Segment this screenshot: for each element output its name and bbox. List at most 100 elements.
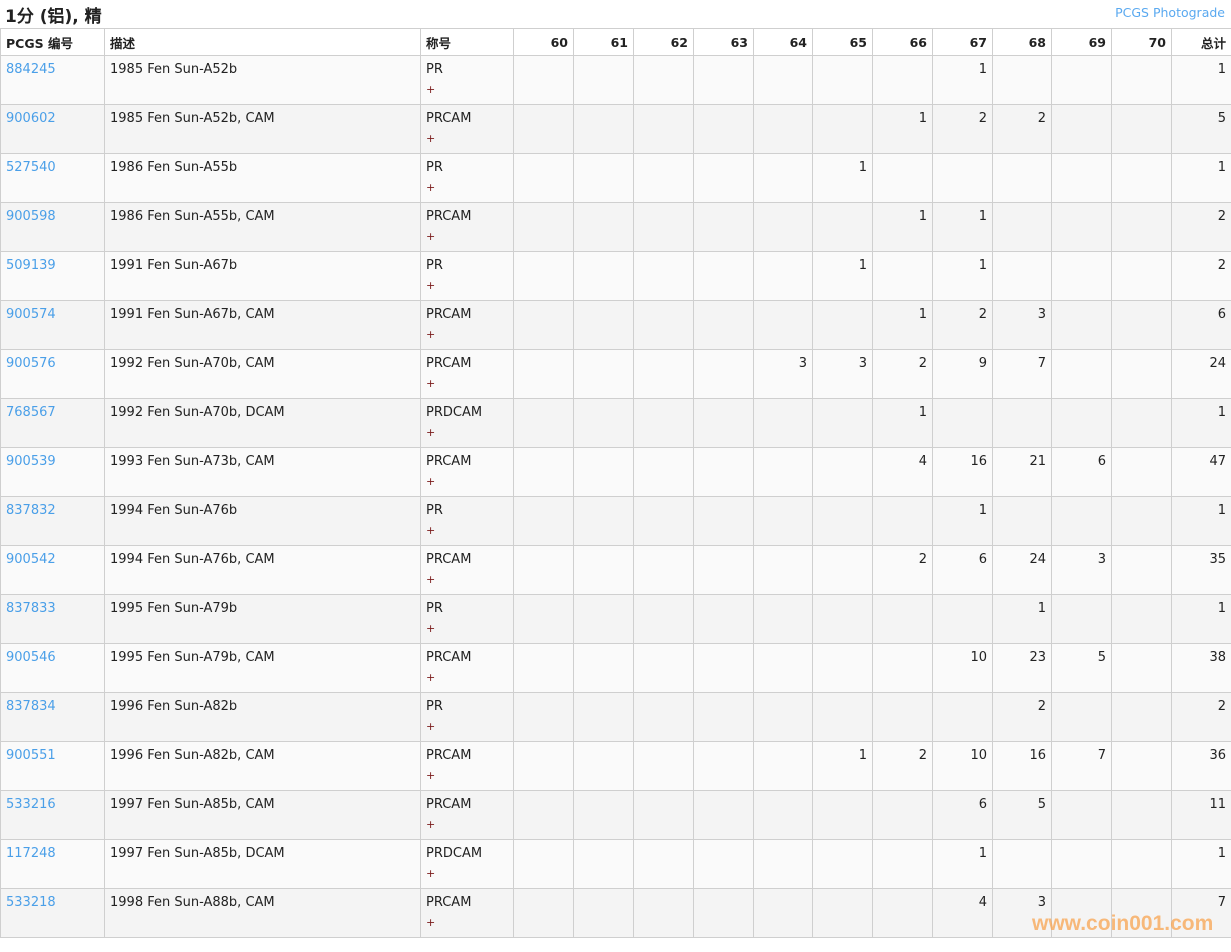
grade-64-count [753,104,813,154]
grade-65-count [812,300,873,350]
plus-grade-toggle[interactable]: + [426,132,436,145]
pcgs-number-link[interactable]: 527540 [6,160,56,175]
grade-70-count [1111,839,1172,889]
pcgs-number-link[interactable]: 900574 [6,307,56,322]
table-row: 837834 1996 Fen Sun-A82b PR +2 2 [0,692,1231,742]
plus-grade-toggle[interactable]: + [426,83,436,96]
total-count: 2 [1171,251,1231,301]
grade-63-count [693,300,754,350]
header-description: 描述 [104,28,421,56]
total-count: 11 [1171,790,1231,840]
grade-66-count [872,496,933,546]
plus-grade-toggle[interactable]: + [426,328,436,341]
designation-cell: PRCAM + [420,300,514,350]
plus-grade-toggle[interactable]: + [426,230,436,243]
grade-60-count [513,790,574,840]
plus-grade-toggle[interactable]: + [426,720,436,733]
plus-grade-toggle[interactable]: + [426,377,436,390]
plus-grade-toggle[interactable]: + [426,671,436,684]
pcgs-number-cell: 837834 [0,692,105,742]
pcgs-photograde-link[interactable]: PCGS Photograde [1115,5,1225,20]
designation: PRCAM [426,895,472,910]
total-count: 7 [1171,888,1231,938]
designation: PRDCAM [426,405,483,420]
pcgs-number-link[interactable]: 837833 [6,601,56,616]
grade-68-count [992,496,1052,546]
table-row: 900598 1986 Fen Sun-A55b, CAM PRCAM +1 1 2 [0,202,1231,252]
description-cell: 1995 Fen Sun-A79b [104,594,421,644]
grade-63-count [693,55,754,105]
designation: PRCAM [426,748,472,763]
plus-grade-toggle[interactable]: + [426,475,436,488]
grade-63-count [693,692,754,742]
description-cell: 1991 Fen Sun-A67b, CAM [104,300,421,350]
grade-69-count: 7 [1051,741,1112,791]
plus-grade-toggle[interactable]: + [426,916,436,929]
pcgs-number-link[interactable]: 900551 [6,748,56,763]
total-count: 47 [1171,447,1231,497]
total-count: 2 [1171,692,1231,742]
grade-69-count [1051,104,1112,154]
grade-65-count [812,447,873,497]
description-cell: 1996 Fen Sun-A82b, CAM [104,741,421,791]
designation: PR [426,258,443,273]
table-row: 900576 1992 Fen Sun-A70b, CAM PRCAM +3 3 2 9 7 2… [0,349,1231,399]
grade-68-count: 16 [992,741,1052,791]
grade-67-count: 1 [932,202,993,252]
pcgs-number-link[interactable]: 117248 [6,846,56,861]
grade-68-count: 2 [992,692,1052,742]
grade-60-count [513,55,574,105]
pcgs-number-cell: 509139 [0,251,105,301]
header-pcgs-number: PCGS 编号 [0,28,105,56]
total-count: 5 [1171,104,1231,154]
pcgs-number-link[interactable]: 533218 [6,895,56,910]
pcgs-number-cell: 900574 [0,300,105,350]
pcgs-number-link[interactable]: 837832 [6,503,56,518]
plus-grade-toggle[interactable]: + [426,426,436,439]
grade-62-count [633,839,694,889]
grade-63-count [693,790,754,840]
plus-grade-toggle[interactable]: + [426,573,436,586]
grade-69-count [1051,300,1112,350]
pcgs-number-link[interactable]: 900576 [6,356,56,371]
grade-67-count [932,398,993,448]
grade-63-count [693,251,754,301]
pcgs-number-cell: 900539 [0,447,105,497]
pcgs-number-link[interactable]: 533216 [6,797,56,812]
pcgs-number-link[interactable]: 884245 [6,62,56,77]
grade-61-count [573,790,634,840]
designation-cell: PR + [420,55,514,105]
plus-grade-toggle[interactable]: + [426,524,436,537]
pcgs-number-link[interactable]: 900602 [6,111,56,126]
pcgs-number-link[interactable]: 768567 [6,405,56,420]
grade-63-count [693,496,754,546]
description-cell: 1992 Fen Sun-A70b, DCAM [104,398,421,448]
pcgs-number-link[interactable]: 900598 [6,209,56,224]
pcgs-number-link[interactable]: 837834 [6,699,56,714]
grade-62-count [633,398,694,448]
description-cell: 1994 Fen Sun-A76b [104,496,421,546]
plus-grade-toggle[interactable]: + [426,769,436,782]
grade-65-count [812,888,873,938]
pcgs-number-cell: 837833 [0,594,105,644]
grade-60-count [513,888,574,938]
pcgs-number-link[interactable]: 900542 [6,552,56,567]
page-title: 1分 (铝), 精 [5,7,102,27]
plus-grade-toggle[interactable]: + [426,867,436,880]
designation: PR [426,160,443,175]
designation-cell: PRCAM + [420,202,514,252]
plus-grade-toggle[interactable]: + [426,818,436,831]
pcgs-number-link[interactable]: 900546 [6,650,56,665]
pcgs-number-link[interactable]: 509139 [6,258,56,273]
plus-grade-toggle[interactable]: + [426,622,436,635]
description-cell: 1996 Fen Sun-A82b [104,692,421,742]
pcgs-number-link[interactable]: 900539 [6,454,56,469]
grade-64-count [753,741,813,791]
designation-cell: PRCAM + [420,643,514,693]
grade-70-count [1111,545,1172,595]
plus-grade-toggle[interactable]: + [426,181,436,194]
grade-67-count: 1 [932,251,993,301]
plus-grade-toggle[interactable]: + [426,279,436,292]
grade-66-count: 1 [872,300,933,350]
header-grade-68: 68 [992,28,1052,56]
